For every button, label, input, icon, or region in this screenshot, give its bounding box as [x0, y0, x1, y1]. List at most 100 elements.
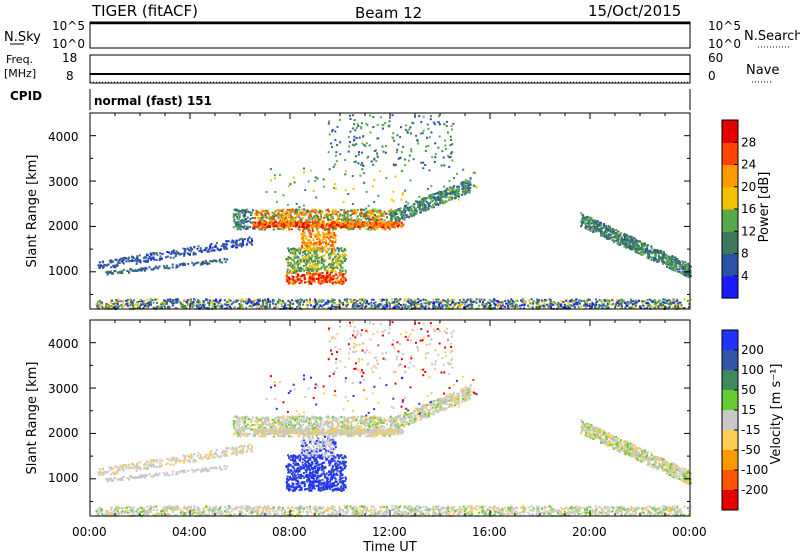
- power-cell: [586, 301, 589, 304]
- power-cell: [331, 229, 334, 231]
- power-cell: [202, 260, 205, 263]
- power-cell: [369, 221, 372, 224]
- power-cell: [304, 262, 307, 265]
- power-cell: [667, 307, 669, 310]
- power-cell: [364, 211, 367, 214]
- power-cell: [317, 222, 320, 225]
- power-cell: [345, 218, 348, 221]
- power-cell: [215, 298, 218, 301]
- power-cell: [461, 181, 464, 184]
- power-cell: [450, 193, 453, 196]
- power-cell: [400, 221, 403, 224]
- power-cell: [289, 251, 292, 254]
- power-cell: [439, 301, 442, 304]
- power-cell: [407, 298, 410, 301]
- power-cell: [328, 266, 331, 269]
- power-cell: [170, 252, 173, 255]
- power-cell: [345, 223, 348, 226]
- power-cell: [435, 192, 438, 195]
- power-cell: [277, 227, 280, 230]
- power-cell: [333, 224, 336, 227]
- power-cell: [383, 225, 386, 228]
- power-cell: [248, 305, 251, 308]
- power-cell: [383, 210, 386, 213]
- power-cell: [300, 223, 303, 226]
- power-cell: [129, 302, 132, 305]
- power-cell: [289, 216, 292, 219]
- power-cell: [341, 266, 344, 269]
- power-cell: [587, 228, 590, 231]
- power-cell: [296, 279, 299, 282]
- power-cell: [393, 223, 395, 226]
- power-cell: [378, 215, 380, 218]
- power-cell: [591, 301, 594, 304]
- power-cell: [152, 256, 155, 259]
- power-cell: [300, 270, 303, 273]
- power-cell: [143, 268, 146, 271]
- power-cell: [204, 307, 207, 310]
- power-cell: [338, 306, 341, 309]
- power-cell: [562, 301, 565, 303]
- power-cell: [274, 303, 277, 306]
- power-cell: [305, 219, 308, 222]
- power-cell: [307, 225, 310, 228]
- power-cell: [339, 267, 342, 270]
- power-cell: [291, 299, 293, 302]
- power-cell: [487, 306, 490, 309]
- power-cell: [145, 303, 147, 305]
- power-cell: [661, 300, 664, 303]
- power-cell: [505, 302, 508, 305]
- power-cell: [252, 227, 255, 230]
- power-cell: [149, 252, 152, 255]
- power-cell: [445, 192, 448, 195]
- power-cell: [384, 122, 387, 124]
- power-cell: [422, 115, 425, 118]
- power-cell: [365, 305, 368, 308]
- power-cell: [351, 127, 354, 130]
- power-cell: [214, 244, 217, 247]
- power-cell: [472, 171, 475, 174]
- power-cell: [251, 221, 254, 224]
- freq-panel: Freq. [MHz] 18 8 60 0 Nave: [4, 51, 779, 84]
- nsearch-label: N.Search: [744, 29, 800, 44]
- power-cell: [284, 223, 287, 225]
- power-cell: [317, 300, 320, 303]
- power-cell: [377, 156, 379, 159]
- power-cell: [316, 209, 319, 212]
- power-cell: [292, 279, 295, 282]
- power-cell: [386, 223, 389, 226]
- power-cell: [649, 305, 652, 308]
- power-cell: [592, 222, 595, 225]
- power-cell: [310, 257, 313, 260]
- power-cell: [365, 213, 368, 216]
- power-cell: [241, 304, 244, 307]
- power-cell: [436, 202, 439, 205]
- date-title: 15/Oct/2015: [588, 2, 681, 20]
- power-cell: [331, 130, 333, 133]
- power-cell: [207, 262, 209, 265]
- power-cell: [261, 226, 263, 229]
- power-cell: [306, 210, 309, 213]
- power-cell: [245, 300, 247, 303]
- power-cell: [280, 213, 283, 216]
- power-cell: [184, 304, 187, 307]
- power-cell: [367, 221, 370, 224]
- nsearch-tick-bottom: 10^0: [708, 37, 741, 51]
- power-cell: [590, 222, 593, 225]
- power-cell: [368, 307, 371, 310]
- power-cell: [339, 260, 342, 263]
- power-cell: [369, 213, 372, 216]
- power-cell: [318, 237, 321, 240]
- power-cell: [425, 145, 428, 148]
- power-cell: [306, 221, 309, 224]
- power-cell: [412, 214, 415, 217]
- power-cell: [339, 153, 342, 156]
- power-cell: [334, 213, 337, 216]
- power-cell: [137, 258, 140, 261]
- power-cell: [308, 256, 311, 259]
- power-cell: [330, 253, 333, 256]
- power-cell: [142, 301, 144, 304]
- power-cell: [680, 306, 682, 309]
- power-cell: [601, 306, 604, 309]
- power-cell: [466, 299, 468, 302]
